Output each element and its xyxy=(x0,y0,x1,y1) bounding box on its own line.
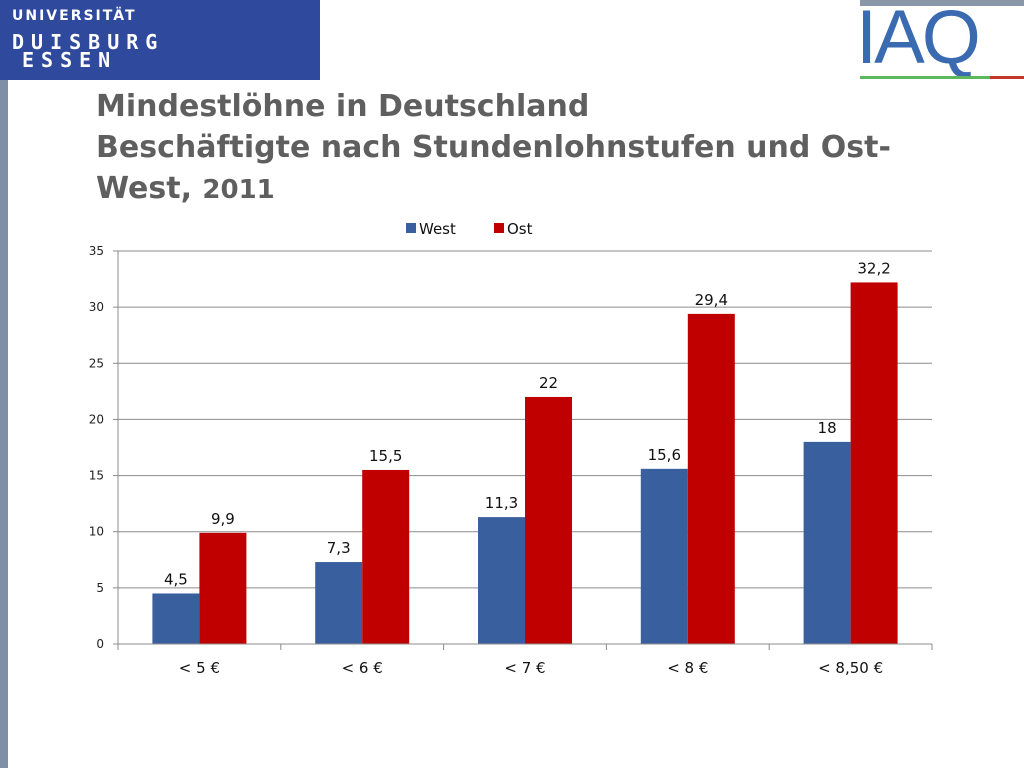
bar-west xyxy=(478,517,525,644)
title-year: 2011 xyxy=(202,175,275,205)
legend-label-ost: Ost xyxy=(507,220,533,238)
y-tick-label: 15 xyxy=(89,469,104,483)
y-tick-label: 0 xyxy=(96,637,104,651)
bar-west xyxy=(640,468,688,644)
category-label: < 6 € xyxy=(342,659,383,677)
institute-logo-topline xyxy=(860,0,1024,6)
y-tick-label: 20 xyxy=(89,412,104,426)
title-line1: Mindestlöhne in Deutschland xyxy=(96,89,590,124)
institute-logo: IAQ xyxy=(856,0,981,80)
data-label: 29,4 xyxy=(695,291,728,309)
y-tick-label: 30 xyxy=(89,300,104,314)
data-label: 32,2 xyxy=(857,259,890,277)
institute-logo-red-line xyxy=(990,76,1024,79)
category-label: < 5 € xyxy=(179,659,220,677)
data-label: 18 xyxy=(818,419,837,437)
bar-ost xyxy=(362,469,410,644)
title-line3: West, xyxy=(96,171,203,206)
institute-logo-green-line xyxy=(860,76,990,79)
data-label: 7,3 xyxy=(327,539,351,557)
title-line2: Beschäftigte nach Stundenlohnstufen und … xyxy=(96,130,891,165)
bar-west xyxy=(315,562,363,644)
data-label: 15,5 xyxy=(369,447,402,465)
bar-ost xyxy=(850,282,898,644)
university-logo-line2: DUISBURG xyxy=(12,30,165,54)
data-label: 9,9 xyxy=(211,510,235,528)
university-logo: UNIVERSITÄT DUISBURG ESSEN xyxy=(0,0,320,80)
data-label: 22 xyxy=(539,374,558,392)
bar-ost xyxy=(525,396,572,644)
bar-ost xyxy=(687,313,735,644)
bar-ost xyxy=(199,532,247,644)
y-tick-label: 10 xyxy=(89,525,104,539)
bar-west xyxy=(152,593,200,644)
legend-label-west: West xyxy=(419,220,456,238)
data-label: 11,3 xyxy=(485,494,518,512)
university-logo-line3: ESSEN xyxy=(22,48,118,72)
university-logo-line1: UNIVERSITÄT xyxy=(12,8,137,24)
legend-swatch-ost xyxy=(494,223,504,233)
y-tick-label: 35 xyxy=(89,244,104,258)
y-tick-label: 25 xyxy=(89,356,104,370)
left-accent-bar xyxy=(0,80,8,768)
slide-title: Mindestlöhne in Deutschland Beschäftigte… xyxy=(96,86,996,211)
y-tick-label: 5 xyxy=(96,581,104,595)
legend-swatch-west xyxy=(406,223,416,233)
data-label: 15,6 xyxy=(648,446,681,464)
category-label: < 7 € xyxy=(504,659,545,677)
category-label: < 8,50 € xyxy=(818,659,883,677)
bar-west xyxy=(803,441,851,644)
data-label: 4,5 xyxy=(164,570,188,588)
category-label: < 8 € xyxy=(667,659,708,677)
